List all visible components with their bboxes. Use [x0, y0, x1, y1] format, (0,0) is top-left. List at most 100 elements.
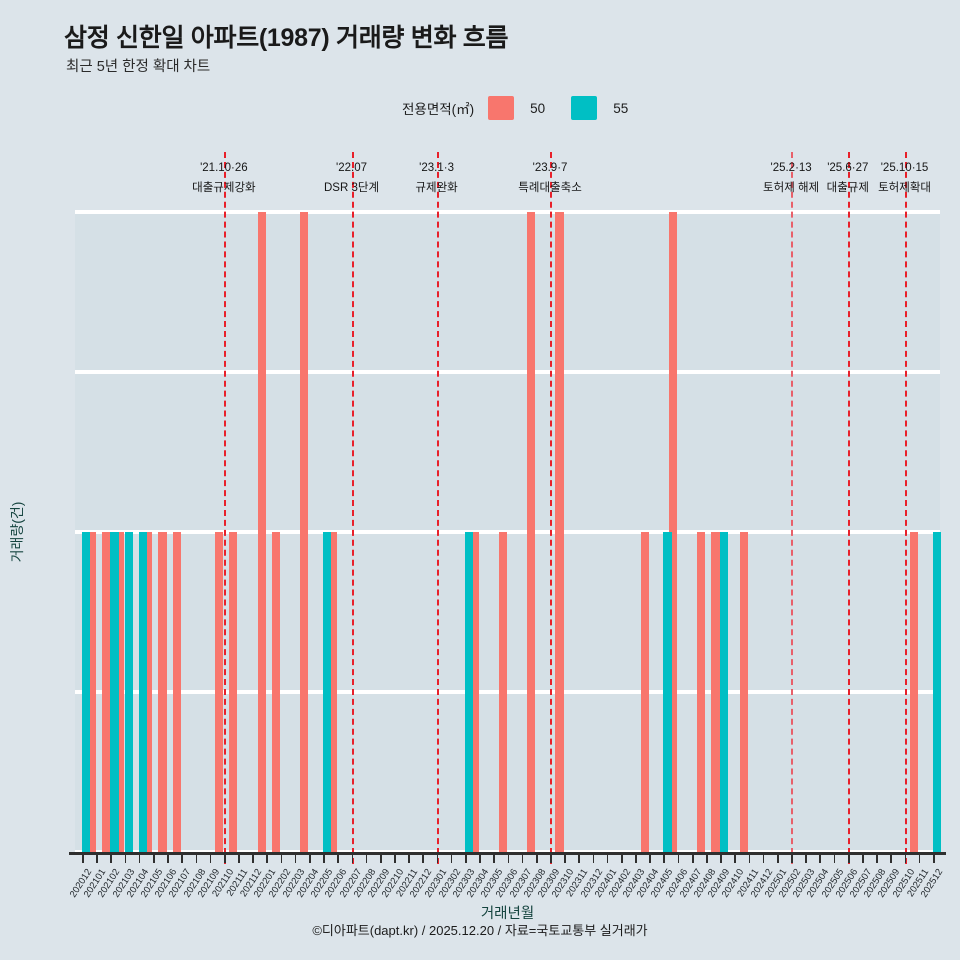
bar[interactable] [697, 532, 706, 852]
x-tick-mark [138, 852, 141, 863]
bar[interactable] [115, 532, 125, 852]
x-tick-mark [209, 852, 212, 863]
legend-item-50[interactable]: 50 [488, 96, 571, 120]
x-tick-mark [663, 852, 666, 863]
x-tick-mark [323, 852, 325, 863]
bar[interactable] [82, 532, 91, 852]
event-date-label: '21.10·26 [200, 162, 248, 174]
event-name-label: DSR 3단계 [324, 181, 380, 194]
x-tick-mark [408, 852, 410, 863]
event-name-label: 규제완화 [415, 181, 458, 194]
legend: 전용면적(㎡) 50 55 [402, 96, 654, 120]
x-tick-mark [223, 852, 226, 863]
x-tick-mark [776, 852, 779, 863]
x-tick-mark [847, 852, 850, 863]
x-tick-mark [294, 852, 297, 863]
event-date-label: '25.6·27 [827, 162, 869, 174]
x-tick-mark [691, 852, 694, 863]
x-tick-mark [876, 852, 878, 863]
x-tick-mark [890, 852, 893, 863]
x-tick-mark [493, 852, 495, 863]
x-tick-mark [167, 852, 169, 863]
bar[interactable] [498, 532, 507, 852]
event-date-label: '23.1·3 [419, 162, 454, 174]
plot-area: 0.00.51.01.52.0 202012202101202102202103… [9, 152, 946, 922]
legend-title: 전용면적(㎡) [402, 102, 475, 117]
bar[interactable] [323, 532, 332, 852]
gridline [75, 210, 940, 214]
event-line [550, 152, 553, 864]
x-tick-mark [620, 852, 623, 863]
legend-item-55[interactable]: 55 [571, 96, 654, 120]
x-tick-mark [677, 852, 680, 863]
event-name-label: 특례대출축소 [518, 181, 582, 194]
bar[interactable] [640, 532, 649, 852]
x-tick-mark [762, 852, 765, 863]
x-tick-mark [521, 852, 524, 863]
event-name-label: 대출규제 [826, 181, 869, 194]
x-tick-mark [238, 852, 240, 863]
bar[interactable] [138, 532, 147, 852]
event-annotation: '25.2·13 토허제 해제 [763, 159, 819, 199]
event-date-label: '23.9·7 [532, 162, 568, 174]
x-tick-mark [635, 852, 637, 863]
x-tick-mark [152, 852, 155, 863]
bar[interactable] [300, 212, 309, 852]
bar[interactable] [328, 532, 337, 852]
bar[interactable] [464, 532, 474, 852]
bar[interactable] [932, 532, 942, 852]
x-tick-mark [436, 852, 439, 863]
bar[interactable] [663, 532, 672, 852]
event-name-label: 토허제 해제 [763, 181, 820, 194]
x-tick-mark [918, 852, 921, 863]
legend-label-55: 55 [613, 100, 629, 116]
event-line [791, 152, 794, 864]
x-tick-mark [862, 852, 864, 863]
bar[interactable] [257, 212, 266, 852]
event-date-label: '22.07 [336, 162, 367, 174]
x-tick-mark [450, 852, 453, 863]
footer-credit: ©디아파트(dapt.kr) / 2025.12.20 / 자료=국토교통부 실… [312, 923, 648, 938]
bar[interactable] [739, 532, 748, 852]
x-tick-mark [124, 852, 127, 863]
bar[interactable] [144, 532, 153, 852]
event-annotation: '25.10·15 토허제확대 [878, 159, 931, 199]
bar[interactable] [470, 532, 479, 852]
x-tick-mark [904, 852, 907, 863]
x-tick-mark [464, 852, 467, 863]
x-tick-mark [252, 852, 254, 863]
bar[interactable] [215, 532, 224, 852]
x-tick-mark [337, 852, 340, 863]
event-line [351, 152, 354, 864]
bar[interactable] [555, 212, 564, 852]
bar[interactable] [87, 532, 96, 852]
y-axis-title: 거래량(건) [9, 501, 25, 563]
bar[interactable] [720, 532, 729, 852]
bar[interactable] [668, 212, 678, 852]
x-tick-mark [507, 852, 510, 863]
event-line [904, 152, 907, 864]
bar[interactable] [172, 532, 181, 852]
x-tick-mark [564, 852, 566, 863]
bar[interactable] [158, 532, 167, 852]
x-tick-mark [422, 852, 425, 863]
x-tick-mark [365, 852, 368, 863]
event-date-label: '25.10·15 [880, 162, 929, 174]
bar[interactable] [229, 532, 238, 852]
bar[interactable] [527, 212, 536, 852]
x-tick-mark [181, 852, 184, 863]
bar[interactable] [909, 532, 919, 852]
event-line [436, 152, 439, 864]
x-tick-mark [606, 852, 609, 863]
x-tick-mark [280, 852, 283, 863]
bar[interactable] [110, 532, 119, 852]
x-tick-mark [266, 852, 269, 863]
bar[interactable] [101, 532, 110, 852]
bar[interactable] [271, 532, 280, 852]
x-tick-mark [592, 852, 595, 863]
event-name-label: 대출규제강화 [192, 181, 256, 194]
page-title: 삼정 신한일 아파트(1987) 거래량 변화 흐름 [64, 24, 509, 52]
bar[interactable] [124, 532, 133, 852]
bar[interactable] [711, 532, 720, 852]
